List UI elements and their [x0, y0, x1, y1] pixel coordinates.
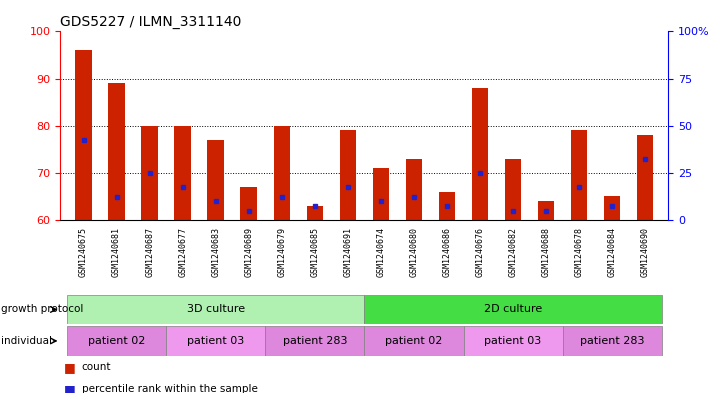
Text: patient 02: patient 02: [385, 336, 443, 346]
Text: patient 283: patient 283: [282, 336, 347, 346]
Text: GSM1240691: GSM1240691: [343, 228, 353, 277]
Text: GSM1240684: GSM1240684: [608, 228, 616, 277]
Bar: [571, 130, 587, 220]
Text: GSM1240680: GSM1240680: [410, 228, 419, 277]
Text: patient 283: patient 283: [580, 336, 644, 346]
Bar: [365, 326, 464, 356]
Text: GSM1240677: GSM1240677: [178, 228, 187, 277]
Text: GDS5227 / ILMN_3311140: GDS5227 / ILMN_3311140: [60, 15, 242, 29]
Text: patient 03: patient 03: [187, 336, 245, 346]
Bar: [166, 326, 265, 356]
Bar: [472, 88, 488, 220]
Text: ■: ■: [64, 361, 76, 374]
Text: GSM1240679: GSM1240679: [277, 228, 287, 277]
Text: patient 02: patient 02: [88, 336, 145, 346]
Text: GSM1240681: GSM1240681: [112, 228, 121, 277]
Text: GSM1240685: GSM1240685: [310, 228, 319, 277]
Text: 2D culture: 2D culture: [484, 305, 542, 314]
Text: GSM1240687: GSM1240687: [145, 228, 154, 277]
Bar: [274, 126, 290, 220]
Text: patient 03: patient 03: [484, 336, 542, 346]
Bar: [365, 295, 662, 324]
Text: GSM1240683: GSM1240683: [211, 228, 220, 277]
Bar: [562, 326, 662, 356]
Text: GSM1240682: GSM1240682: [508, 228, 518, 277]
Bar: [208, 140, 224, 220]
Text: GSM1240690: GSM1240690: [641, 228, 650, 277]
Bar: [306, 206, 323, 220]
Text: GSM1240689: GSM1240689: [245, 228, 253, 277]
Bar: [439, 192, 455, 220]
Bar: [141, 126, 158, 220]
Text: GSM1240676: GSM1240676: [476, 228, 484, 277]
Text: GSM1240674: GSM1240674: [376, 228, 385, 277]
Bar: [67, 295, 365, 324]
Bar: [108, 83, 125, 220]
Bar: [174, 126, 191, 220]
Bar: [464, 326, 562, 356]
Bar: [265, 326, 365, 356]
Text: count: count: [82, 362, 111, 373]
Bar: [373, 168, 389, 220]
Text: GSM1240688: GSM1240688: [542, 228, 550, 277]
Bar: [406, 159, 422, 220]
Bar: [637, 135, 653, 220]
Text: GSM1240675: GSM1240675: [79, 228, 88, 277]
Text: 3D culture: 3D culture: [187, 305, 245, 314]
Bar: [505, 159, 521, 220]
Text: ■: ■: [64, 382, 76, 393]
Bar: [538, 201, 555, 220]
Bar: [67, 326, 166, 356]
Text: GSM1240678: GSM1240678: [574, 228, 584, 277]
Text: growth protocol: growth protocol: [1, 305, 83, 314]
Text: GSM1240686: GSM1240686: [442, 228, 451, 277]
Bar: [340, 130, 356, 220]
Bar: [604, 196, 621, 220]
Text: percentile rank within the sample: percentile rank within the sample: [82, 384, 257, 393]
Bar: [240, 187, 257, 220]
Bar: [75, 50, 92, 220]
Text: individual: individual: [1, 336, 52, 346]
